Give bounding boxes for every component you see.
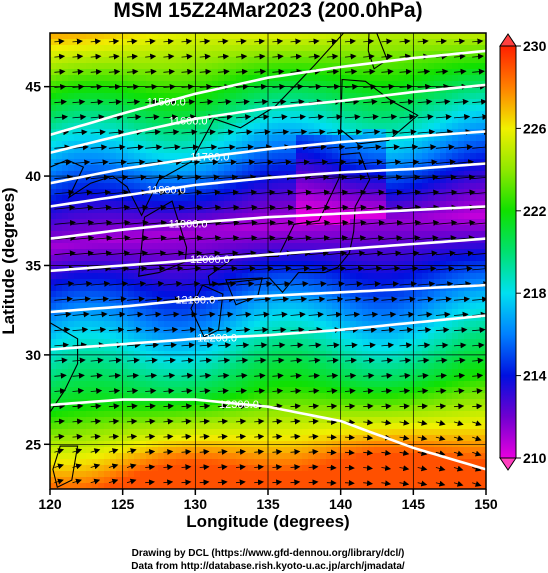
- colorbar-max-arrow: [499, 33, 517, 47]
- colorbar-min-arrow: [499, 457, 517, 471]
- colorbar-tick-label: 230: [523, 38, 547, 54]
- x-tick-label: 130: [184, 496, 208, 512]
- colorbar-tick-label: 218: [523, 285, 547, 301]
- contour-label: 12300.0: [219, 399, 259, 411]
- contour-line: [50, 283, 486, 314]
- colorbar: 210 214 218 222 226 230: [499, 33, 547, 471]
- x-tick-label: 135: [256, 496, 280, 512]
- chart-title: MSM 15Z24Mar2023 (200.0hPa): [113, 0, 422, 22]
- colorbar-tick-label: 226: [523, 120, 547, 136]
- wind-vector-field: [54, 38, 486, 487]
- x-tick-label: 145: [402, 496, 426, 512]
- y-axis-ticks: 25 30 35 40 45: [25, 79, 50, 452]
- contour-label: 12100.0: [175, 294, 215, 306]
- colorbar-tick-label: 210: [523, 450, 547, 466]
- contour-label: 11500.0: [147, 97, 186, 109]
- colorbar-gradient: [499, 45, 517, 459]
- geopotential-contours: 11500.0 11600.0 11700.0 11800.0 11900.0 12000…: [50, 49, 486, 471]
- x-axis-label: Longitude (degrees): [186, 512, 349, 531]
- y-axis-label: Latitude (degrees): [0, 187, 18, 334]
- contour-label: 11800.0: [147, 184, 186, 196]
- x-tick-label: 140: [329, 496, 353, 512]
- y-tick-label: 40: [25, 168, 41, 184]
- x-tick-label: 120: [38, 496, 62, 512]
- x-tick-label: 125: [111, 496, 135, 512]
- plot-area: 11500.0 11600.0 11700.0 11800.0 11900.0 12000…: [50, 33, 486, 489]
- credit-line-2: Data from http://database.rish.kyoto-u.a…: [131, 561, 405, 572]
- contour-label: 11900.0: [169, 218, 208, 230]
- contour-line: [50, 83, 486, 155]
- x-tick-label: 150: [474, 496, 498, 512]
- x-axis-ticks: 120 125 130 135 140 145 150: [38, 489, 498, 512]
- contour-line: [50, 314, 486, 351]
- y-tick-label: 45: [25, 79, 41, 95]
- contour-label: 12000.0: [190, 254, 230, 266]
- contour-line: [50, 205, 486, 240]
- y-tick-label: 35: [25, 257, 41, 273]
- contour-label: 11700.0: [190, 151, 229, 163]
- y-tick-label: 30: [25, 347, 41, 363]
- colorbar-tick-label: 222: [523, 203, 547, 219]
- contour-line: [50, 49, 486, 137]
- contour-line: [50, 398, 486, 471]
- contour-line: [50, 130, 486, 185]
- y-tick-label: 25: [25, 436, 41, 452]
- contour-label: 11600.0: [169, 115, 208, 127]
- contour-label: 12200.0: [197, 333, 237, 345]
- contour-line: [50, 237, 486, 273]
- contour-line: [50, 162, 486, 208]
- credit-line-1: Drawing by DCL (https://www.gfd-dennou.o…: [132, 548, 405, 559]
- colorbar-tick-label: 214: [523, 368, 547, 384]
